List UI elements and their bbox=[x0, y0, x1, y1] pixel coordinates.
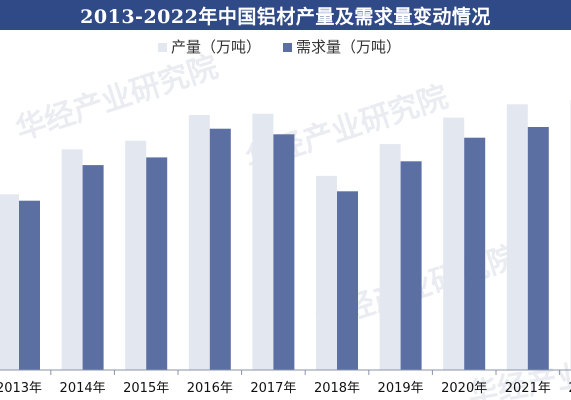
bar-demand-3 bbox=[209, 128, 231, 370]
legend-swatch-0 bbox=[158, 43, 167, 52]
bar-demand-8 bbox=[527, 127, 549, 370]
x-tick-label: 2020年 bbox=[441, 381, 487, 396]
bar-demand-7 bbox=[464, 137, 486, 370]
x-tick-label: 2015年 bbox=[123, 381, 169, 396]
x-tick-label: 2014年 bbox=[60, 381, 106, 396]
bar-demand-6 bbox=[400, 161, 422, 370]
legend-label-1: 需求量（万吨） bbox=[296, 38, 401, 56]
x-tick-label: 2022年 bbox=[568, 381, 571, 396]
bar-production-4 bbox=[252, 113, 274, 370]
bar-demand-5 bbox=[337, 191, 358, 370]
x-tick-label: 2016年 bbox=[187, 381, 233, 396]
x-tick-label: 2013年 bbox=[0, 381, 42, 396]
legend-swatch-1 bbox=[283, 43, 292, 52]
bar-production-2 bbox=[125, 140, 147, 370]
x-tick-label: 2018年 bbox=[314, 381, 360, 396]
x-tick-labels: 2013年 2014年 2015年 2016年 2017年 2018年 2019年 2020年… bbox=[0, 370, 571, 396]
bar-chart: 华经产业研究院华经产业研究院华经产业研究院华经产业研究院 2013年2014年2… bbox=[0, 38, 571, 400]
bar-production-7 bbox=[443, 117, 465, 370]
legend: 产量（万吨） 需求量（万吨） bbox=[158, 38, 401, 56]
bar-demand-1 bbox=[82, 165, 104, 370]
bar-demand-0 bbox=[19, 200, 40, 370]
bar-production-8 bbox=[506, 104, 528, 371]
bar-production-3 bbox=[188, 115, 210, 370]
legend-label-0: 产量（万吨） bbox=[171, 38, 261, 56]
bar-production-0 bbox=[0, 194, 19, 370]
bar-demand-2 bbox=[146, 157, 168, 370]
x-tick-label: 2021年 bbox=[505, 381, 551, 396]
bar-production-1 bbox=[61, 149, 83, 370]
bar-production-6 bbox=[379, 144, 401, 370]
x-tick-label: 2017年 bbox=[250, 381, 296, 396]
bar-production-5 bbox=[316, 175, 337, 370]
chart-title: 2013-2022年中国铝材产量及需求量变动情况 bbox=[0, 0, 571, 30]
x-tick-label: 2019年 bbox=[378, 381, 424, 396]
bars-group bbox=[0, 100, 571, 371]
bar-demand-4 bbox=[273, 134, 295, 370]
